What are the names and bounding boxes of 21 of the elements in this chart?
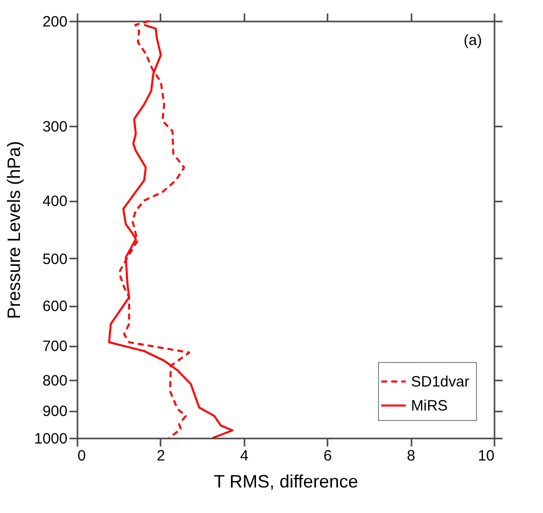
x-tick-label: 2 (156, 448, 166, 464)
y-tick-label: 300 (42, 118, 68, 136)
x-tick-label: 6 (324, 448, 332, 464)
x-tick-label: 10 (478, 448, 494, 464)
y-tick-label: 400 (42, 193, 68, 210)
legend-label: MiRS (411, 398, 448, 414)
line-series (108, 24, 234, 439)
y-tick-label: 900 (42, 403, 68, 420)
y-tick-label: 1000 (34, 430, 68, 448)
y-tick-label: 700 (42, 338, 68, 356)
x-tick-label: 4 (240, 448, 248, 464)
x-tick-label: 0 (78, 448, 86, 464)
y-axis-title: Pressure Levels (hPa) (4, 140, 24, 320)
annotation: (a) (464, 32, 482, 49)
y-tick-label: 200 (42, 14, 68, 30)
y-tick-label: 600 (42, 298, 68, 316)
x-tick-label: 8 (406, 448, 416, 464)
legend-label: SD1dvar (411, 374, 470, 390)
x-axis-title: T RMS, difference (214, 472, 358, 492)
y-tick-label: 500 (42, 250, 68, 268)
y-tick-label: 800 (42, 372, 68, 390)
